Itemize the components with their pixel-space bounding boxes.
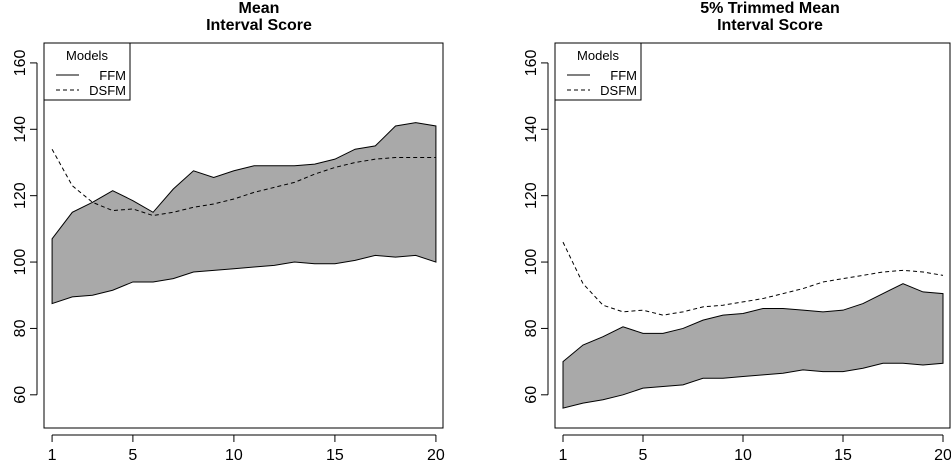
- x-tick-label: 10: [225, 447, 243, 464]
- y-tick-label: 120: [12, 182, 29, 209]
- x-tick-label: 20: [427, 447, 445, 464]
- chart-title-line: 5% Trimmed Mean: [700, 0, 840, 17]
- x-tick-label: 10: [734, 447, 752, 464]
- x-tick-label: 15: [834, 447, 852, 464]
- x-tick-label: 1: [48, 447, 57, 464]
- x-tick-label: 5: [128, 447, 137, 464]
- y-tick-label: 140: [12, 116, 29, 143]
- x-tick-label: 15: [326, 447, 344, 464]
- plot-frame: [554, 42, 951, 429]
- y-tick-label: 140: [523, 116, 540, 143]
- y-tick-label: 80: [12, 319, 29, 337]
- x-tick-label: 1: [559, 447, 568, 464]
- ffm-band: [51, 122, 437, 305]
- legend-title: Models: [577, 48, 619, 63]
- legend-title: Models: [66, 48, 108, 63]
- dsfm-line: [562, 241, 944, 316]
- y-tick-label: 60: [523, 386, 540, 404]
- legend-label-dsfm: DSFM: [600, 83, 637, 98]
- legend-label-ffm: FFM: [99, 68, 126, 83]
- ffm-band: [562, 283, 944, 409]
- y-tick-label: 160: [523, 49, 540, 76]
- y-tick-label: 120: [523, 182, 540, 209]
- y-tick-label: 80: [523, 319, 540, 337]
- legend-label-ffm: FFM: [610, 68, 637, 83]
- dsfm-line: [51, 148, 436, 217]
- chart-title-line: Interval Score: [717, 17, 823, 34]
- x-tick-label: 5: [639, 447, 648, 464]
- legend-label-dsfm: DSFM: [89, 83, 126, 98]
- y-tick-label: 100: [12, 249, 29, 276]
- y-tick-label: 100: [523, 249, 540, 276]
- plot-frame: [43, 42, 444, 429]
- y-tick-label: 160: [12, 49, 29, 76]
- chart-title-line: Interval Score: [206, 17, 312, 34]
- chart-title-line: Mean: [239, 0, 280, 17]
- x-tick-label: 20: [934, 447, 951, 464]
- y-tick-label: 60: [12, 386, 29, 404]
